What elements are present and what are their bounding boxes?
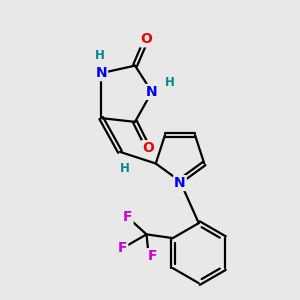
Text: H: H [94,49,104,62]
Text: H: H [165,76,175,89]
Text: N: N [174,176,186,190]
Text: F: F [123,210,133,224]
Text: O: O [142,141,154,155]
Text: F: F [118,241,127,254]
Text: O: O [140,32,152,46]
Text: H: H [120,162,129,175]
Text: F: F [147,249,157,263]
Text: N: N [146,85,158,99]
Text: N: N [95,66,107,80]
